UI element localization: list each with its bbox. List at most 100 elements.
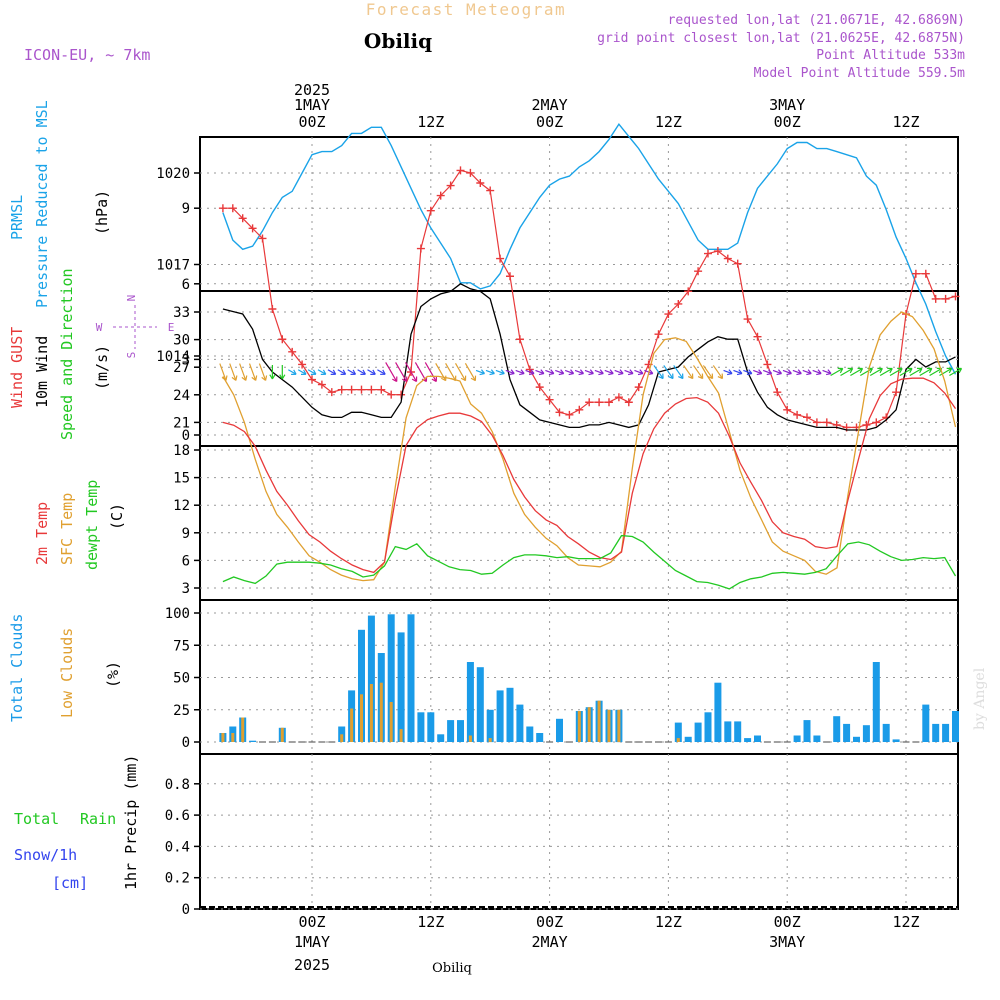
total-cloud-bar xyxy=(724,721,732,742)
total-cloud-bar xyxy=(862,725,870,742)
total-cloud-bar xyxy=(813,735,821,742)
compass-w: W xyxy=(96,321,103,334)
wind-arrow-head xyxy=(727,369,733,376)
wind-arrow xyxy=(762,369,772,375)
label-ms: (m/s) xyxy=(93,345,111,390)
label-sfc-temp: SFC Temp xyxy=(58,493,76,565)
label-percent: (%) xyxy=(104,661,122,688)
wind-arrow-head xyxy=(658,373,664,380)
total-cloud-bar xyxy=(674,722,682,742)
low-cloud-bar xyxy=(350,708,354,742)
label-pressure: Pressure Reduced to MSL xyxy=(33,100,51,308)
wind-arrow xyxy=(229,363,237,381)
compass-e: E xyxy=(168,321,175,334)
gust-marker xyxy=(713,247,722,256)
wind-arrow xyxy=(929,367,943,377)
y-tick-label: 3 xyxy=(182,581,190,597)
low-cloud-bar xyxy=(617,709,621,743)
wind-arrow-head xyxy=(350,369,357,375)
wind-arrow xyxy=(535,369,545,375)
total-cloud-bar xyxy=(417,712,425,742)
wind-arrow xyxy=(693,365,704,379)
year-label-top: 2025 xyxy=(294,81,330,99)
y-tick-label: 0.6 xyxy=(165,808,190,824)
wind-arrow-head xyxy=(796,369,802,376)
y-tick-label: 0.2 xyxy=(165,871,190,887)
gust-marker xyxy=(931,294,940,303)
wind-arrow xyxy=(802,369,812,375)
gust-marker xyxy=(723,254,732,263)
total-cloud-bar xyxy=(516,704,524,742)
gust-marker xyxy=(317,380,326,389)
wind-arrow-head xyxy=(867,367,873,374)
y-tick-label: 0 xyxy=(182,428,190,444)
y-tick-label: 27 xyxy=(173,360,190,376)
gust-marker xyxy=(654,330,663,339)
wind-arrow-head xyxy=(470,375,477,382)
low-cloud-bar xyxy=(369,684,373,742)
wind-arrow xyxy=(395,362,408,382)
wind-arrow-head xyxy=(370,369,376,375)
gust-marker xyxy=(298,360,307,369)
wind-arrow-head xyxy=(568,369,575,376)
wind-arrow xyxy=(919,367,933,377)
total-cloud-bar xyxy=(744,738,752,742)
wind-arrow xyxy=(464,363,476,381)
total-cloud-bar xyxy=(754,735,761,742)
gust-marker xyxy=(347,385,356,394)
wind-arrow xyxy=(435,363,447,381)
wind-arrow-head xyxy=(538,369,545,376)
wind-arrow xyxy=(367,369,376,375)
wind-arrow xyxy=(327,369,336,375)
wind-arrow xyxy=(288,369,297,375)
gust-line xyxy=(222,169,956,428)
wind-arrow-head xyxy=(877,367,883,374)
total-cloud-bar xyxy=(437,734,445,742)
total-cloud-bar xyxy=(882,723,890,742)
gust-marker xyxy=(466,168,475,177)
y-tick-label: 50 xyxy=(173,671,190,687)
gust-marker xyxy=(218,204,227,213)
gust-marker xyxy=(783,405,792,414)
total-cloud-bar xyxy=(486,709,494,743)
wind-arrow xyxy=(258,363,267,381)
label-dewpt-temp: dewpt Temp xyxy=(83,480,101,570)
total-cloud-bar xyxy=(387,614,395,742)
total-cloud-bar xyxy=(803,720,811,742)
gust-marker xyxy=(337,385,346,394)
wind-arrow xyxy=(673,365,684,379)
wind-arrow-head xyxy=(380,369,386,375)
gust-marker xyxy=(803,413,811,422)
time-hour-top: 00Z xyxy=(536,113,563,131)
dewpt-line xyxy=(222,534,957,590)
wind-arrow-head xyxy=(816,369,822,376)
low-cloud-bar xyxy=(280,727,284,742)
y-tick-label: 75 xyxy=(173,638,190,654)
low-cloud-bar xyxy=(379,682,383,742)
wind-arrow-head xyxy=(786,369,792,376)
total-cloud-bar xyxy=(952,711,959,742)
compass-s: S xyxy=(125,352,138,359)
gust-marker xyxy=(753,332,762,341)
total-cloud-bar xyxy=(367,615,375,742)
wind-arrow-head xyxy=(806,369,812,376)
wind-arrow xyxy=(653,365,664,379)
time-hour-bottom: 00Z xyxy=(536,913,563,931)
gust-marker xyxy=(892,388,901,397)
gust-marker xyxy=(614,393,623,402)
sfc-temp-line xyxy=(222,311,957,582)
wind-arrow-head xyxy=(678,373,684,380)
wind-arrow-head xyxy=(756,369,763,376)
gust-marker xyxy=(545,395,554,404)
wind-arrow-head xyxy=(558,369,565,376)
gust-marker xyxy=(327,388,336,397)
y-tick-label: 25 xyxy=(173,703,190,719)
gust-marker xyxy=(634,383,643,392)
wind-arrow-head xyxy=(926,367,933,374)
low-cloud-bar xyxy=(241,717,245,742)
wind-arrow xyxy=(812,369,822,375)
total-cloud-bar xyxy=(249,740,257,742)
total-cloud-bar xyxy=(942,723,950,742)
wind-arrow-head xyxy=(628,369,634,376)
wind-arrow xyxy=(584,369,594,375)
